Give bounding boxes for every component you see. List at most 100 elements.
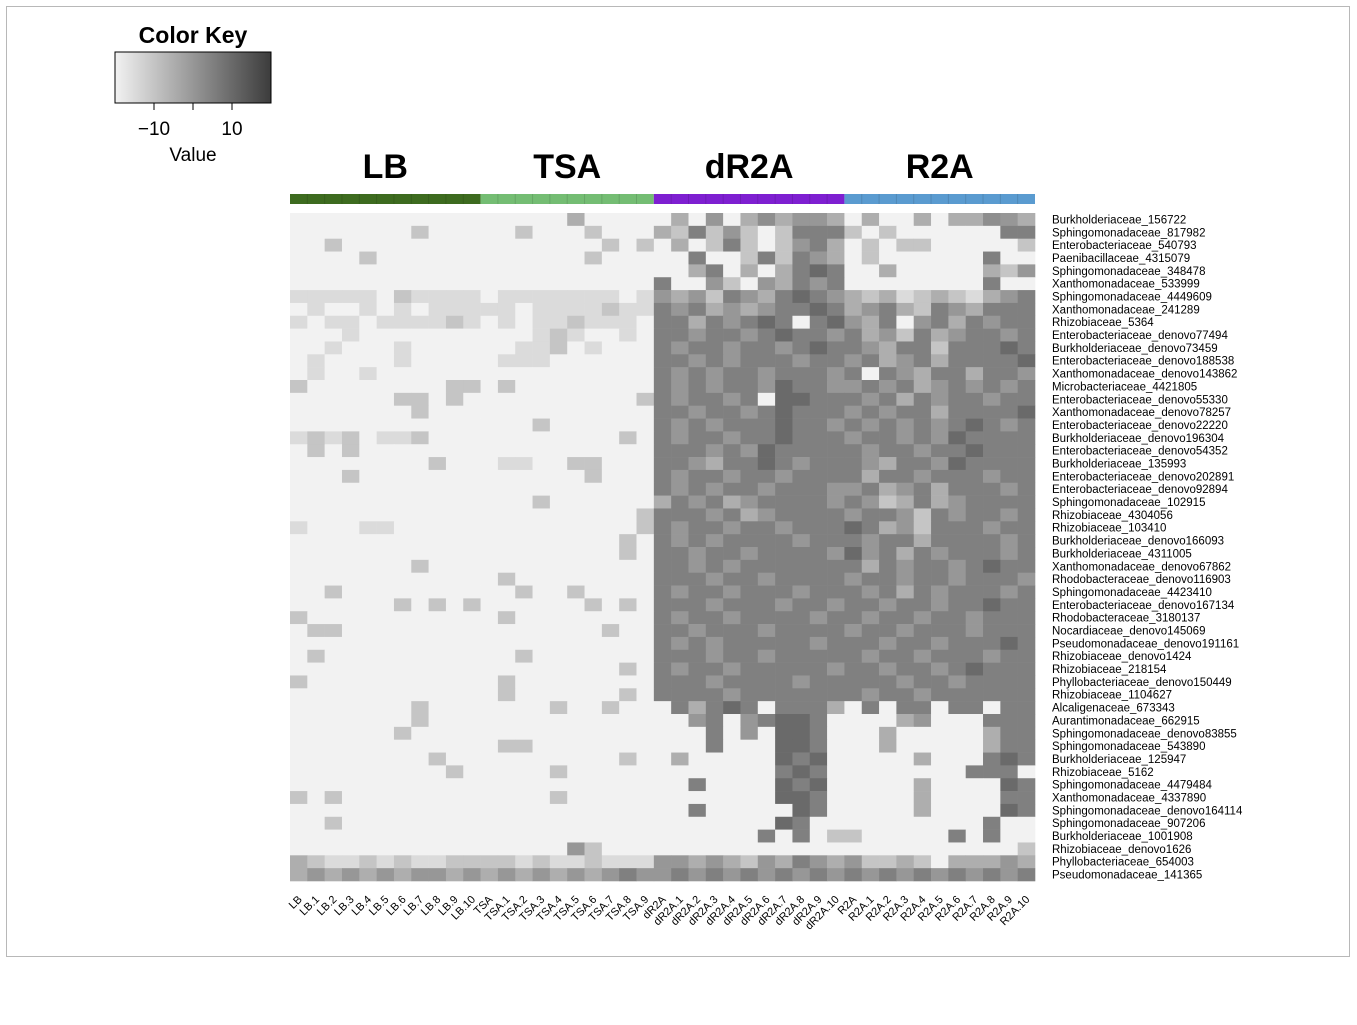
heatmap-cell xyxy=(307,315,325,329)
heatmap-cell xyxy=(428,598,447,612)
heatmap-cell xyxy=(428,225,447,239)
heatmap-cell xyxy=(480,251,499,265)
heatmap-cell xyxy=(671,547,689,561)
heatmap-cell xyxy=(913,457,932,471)
heatmap-cell xyxy=(411,688,429,702)
heatmap-cell xyxy=(740,290,759,304)
heatmap-cell xyxy=(705,521,724,535)
heatmap-cell xyxy=(601,675,620,689)
heatmap-cell xyxy=(671,418,689,432)
color-key-tick-label: −10 xyxy=(138,119,170,140)
heatmap-cell xyxy=(601,225,620,239)
heatmap-cell xyxy=(411,803,429,818)
heatmap-cell xyxy=(688,457,707,471)
heatmap-cell xyxy=(740,726,759,740)
heatmap-cell xyxy=(1017,328,1036,342)
heatmap-cell xyxy=(792,688,811,702)
heatmap-cell xyxy=(1000,251,1018,265)
heatmap-cell xyxy=(567,688,585,702)
heatmap-cell xyxy=(809,816,828,830)
heatmap-cell xyxy=(601,701,620,715)
heatmap-cell xyxy=(463,225,481,239)
heatmap-cell xyxy=(324,380,343,394)
heatmap-cell xyxy=(376,585,395,599)
heatmap-cell xyxy=(636,662,655,676)
heatmap-cell xyxy=(705,213,724,227)
heatmap-cell xyxy=(740,701,759,715)
heatmap-cell xyxy=(307,598,325,612)
heatmap-cell xyxy=(324,405,343,419)
heatmap-cell xyxy=(515,328,533,342)
heatmap-cell xyxy=(653,714,672,728)
heatmap-cell xyxy=(601,521,620,535)
heatmap-cell xyxy=(497,277,516,291)
heatmap-cell xyxy=(497,457,516,471)
heatmap-cell xyxy=(307,251,325,265)
heatmap-cell xyxy=(428,714,447,728)
heatmap-cell xyxy=(965,585,984,599)
heatmap-cell xyxy=(913,701,932,715)
heatmap-cell xyxy=(445,726,464,740)
heatmap-cell xyxy=(688,213,707,227)
heatmap-cell xyxy=(549,469,568,484)
heatmap-cell xyxy=(567,380,585,394)
heatmap-cell xyxy=(1017,495,1036,509)
heatmap-cell xyxy=(445,495,464,509)
heatmap-cell xyxy=(948,585,966,599)
heatmap-cell xyxy=(307,547,325,561)
heatmap-cell xyxy=(1017,791,1036,805)
heatmap-cell xyxy=(861,585,880,599)
heatmap-cell xyxy=(584,431,603,445)
heatmap-cell xyxy=(359,251,377,265)
heatmap-cell xyxy=(549,585,568,599)
heatmap-cell xyxy=(463,636,481,651)
heatmap-cell xyxy=(931,508,949,522)
heatmap-cell xyxy=(653,598,672,612)
heatmap-cell xyxy=(636,868,655,882)
heatmap-cell xyxy=(757,572,776,586)
heatmap-cell xyxy=(653,380,672,394)
heatmap-cell xyxy=(428,624,447,638)
heatmap-cell xyxy=(827,714,845,728)
row-label: Xanthomonadaceae_denovo78257 xyxy=(1052,407,1231,419)
heatmap-cell xyxy=(1017,803,1036,818)
heatmap-cell xyxy=(775,752,793,766)
heatmap-cell xyxy=(497,354,516,368)
heatmap-cell xyxy=(619,482,637,496)
heatmap-cell xyxy=(740,469,759,484)
heatmap-cell xyxy=(411,572,429,586)
heatmap-cell xyxy=(359,225,377,239)
heatmap-cell xyxy=(359,701,377,715)
heatmap-cell xyxy=(480,431,499,445)
heatmap-cell xyxy=(1000,367,1018,381)
heatmap-cell xyxy=(532,418,551,432)
heatmap-cell xyxy=(757,469,776,484)
heatmap-cell xyxy=(1000,765,1018,779)
heatmap-cell xyxy=(1017,508,1036,522)
heatmap-cell xyxy=(428,213,447,227)
heatmap-cell xyxy=(723,431,741,445)
heatmap-cell xyxy=(636,816,655,830)
heatmap-cell xyxy=(688,418,707,432)
heatmap-cell xyxy=(861,675,880,689)
heatmap-cell xyxy=(740,264,759,278)
heatmap-cell xyxy=(896,290,915,304)
heatmap-cell xyxy=(1017,688,1036,702)
heatmap-cell xyxy=(879,688,897,702)
heatmap-cell xyxy=(913,495,932,509)
heatmap-cell xyxy=(671,264,689,278)
heatmap-cell xyxy=(445,225,464,239)
heatmap-cell xyxy=(376,611,395,625)
heatmap-cell xyxy=(653,585,672,599)
heatmap-cell xyxy=(792,418,811,432)
heatmap-cell xyxy=(549,739,568,753)
heatmap-cell xyxy=(619,765,637,779)
heatmap-cell xyxy=(861,739,880,753)
heatmap-cell xyxy=(411,726,429,740)
heatmap-cell xyxy=(532,675,551,689)
heatmap-cell xyxy=(567,714,585,728)
heatmap-cell xyxy=(584,688,603,702)
heatmap-cell xyxy=(359,726,377,740)
heatmap-cell xyxy=(827,688,845,702)
